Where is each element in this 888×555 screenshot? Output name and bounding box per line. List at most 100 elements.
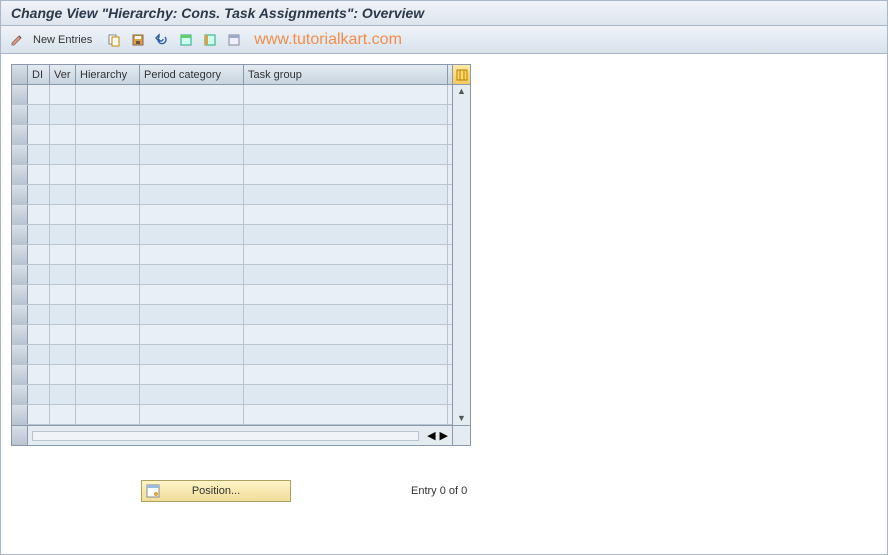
table-cell[interactable] xyxy=(244,345,448,364)
table-row[interactable] xyxy=(12,365,452,385)
table-cell[interactable] xyxy=(50,305,76,324)
table-cell[interactable] xyxy=(140,145,244,164)
row-selector[interactable] xyxy=(12,385,28,404)
position-button[interactable]: Position... xyxy=(141,480,291,502)
table-cell[interactable] xyxy=(140,125,244,144)
table-cell[interactable] xyxy=(50,85,76,104)
table-cell[interactable] xyxy=(244,385,448,404)
row-selector[interactable] xyxy=(12,305,28,324)
hscroll-track[interactable] xyxy=(32,431,419,441)
table-cell[interactable] xyxy=(50,345,76,364)
table-cell[interactable] xyxy=(140,385,244,404)
row-selector[interactable] xyxy=(12,225,28,244)
table-cell[interactable] xyxy=(76,385,140,404)
table-cell[interactable] xyxy=(50,285,76,304)
table-cell[interactable] xyxy=(244,305,448,324)
table-cell[interactable] xyxy=(244,325,448,344)
column-header[interactable]: Hierarchy xyxy=(76,65,140,84)
table-cell[interactable] xyxy=(76,325,140,344)
table-cell[interactable] xyxy=(76,305,140,324)
table-cell[interactable] xyxy=(76,105,140,124)
table-cell[interactable] xyxy=(28,365,50,384)
table-cell[interactable] xyxy=(50,185,76,204)
row-selector[interactable] xyxy=(12,285,28,304)
select-all-icon[interactable] xyxy=(176,30,196,50)
row-selector[interactable] xyxy=(12,325,28,344)
row-selector[interactable] xyxy=(12,105,28,124)
row-selector[interactable] xyxy=(12,165,28,184)
row-selector[interactable] xyxy=(12,125,28,144)
table-row[interactable] xyxy=(12,205,452,225)
table-cell[interactable] xyxy=(50,225,76,244)
table-row[interactable] xyxy=(12,165,452,185)
table-cell[interactable] xyxy=(76,205,140,224)
table-cell[interactable] xyxy=(50,385,76,404)
vertical-scrollbar[interactable]: ▲ ▼ xyxy=(452,85,470,425)
table-cell[interactable] xyxy=(76,145,140,164)
table-cell[interactable] xyxy=(76,345,140,364)
table-cell[interactable] xyxy=(28,325,50,344)
column-header[interactable]: Task group xyxy=(244,65,448,84)
table-cell[interactable] xyxy=(244,405,448,424)
table-cell[interactable] xyxy=(244,245,448,264)
table-cell[interactable] xyxy=(244,225,448,244)
table-row[interactable] xyxy=(12,245,452,265)
table-cell[interactable] xyxy=(244,205,448,224)
table-row[interactable] xyxy=(12,305,452,325)
table-cell[interactable] xyxy=(28,345,50,364)
table-cell[interactable] xyxy=(28,85,50,104)
table-cell[interactable] xyxy=(244,265,448,284)
table-cell[interactable] xyxy=(140,105,244,124)
table-row[interactable] xyxy=(12,265,452,285)
column-header[interactable]: Ver xyxy=(50,65,76,84)
table-cell[interactable] xyxy=(140,405,244,424)
save-icon[interactable] xyxy=(128,30,148,50)
table-cell[interactable] xyxy=(76,185,140,204)
table-row[interactable] xyxy=(12,285,452,305)
table-row[interactable] xyxy=(12,85,452,105)
row-selector[interactable] xyxy=(12,205,28,224)
row-selector[interactable] xyxy=(12,365,28,384)
table-cell[interactable] xyxy=(140,285,244,304)
scroll-right-icon[interactable]: ▶ xyxy=(440,429,448,442)
row-selector[interactable] xyxy=(12,245,28,264)
table-cell[interactable] xyxy=(50,325,76,344)
table-row[interactable] xyxy=(12,405,452,425)
table-row[interactable] xyxy=(12,225,452,245)
table-cell[interactable] xyxy=(28,265,50,284)
table-cell[interactable] xyxy=(76,365,140,384)
row-selector[interactable] xyxy=(12,85,28,104)
table-cell[interactable] xyxy=(28,405,50,424)
table-cell[interactable] xyxy=(28,245,50,264)
table-cell[interactable] xyxy=(76,165,140,184)
table-cell[interactable] xyxy=(50,125,76,144)
table-cell[interactable] xyxy=(28,105,50,124)
table-cell[interactable] xyxy=(244,285,448,304)
table-cell[interactable] xyxy=(28,285,50,304)
table-cell[interactable] xyxy=(244,145,448,164)
table-row[interactable] xyxy=(12,325,452,345)
table-row[interactable] xyxy=(12,105,452,125)
table-cell[interactable] xyxy=(50,405,76,424)
scroll-down-icon[interactable]: ▼ xyxy=(457,414,466,423)
row-selector[interactable] xyxy=(12,185,28,204)
table-cell[interactable] xyxy=(140,265,244,284)
table-cell[interactable] xyxy=(76,125,140,144)
table-cell[interactable] xyxy=(140,305,244,324)
deselect-icon[interactable] xyxy=(224,30,244,50)
table-cell[interactable] xyxy=(140,345,244,364)
table-cell[interactable] xyxy=(140,85,244,104)
table-cell[interactable] xyxy=(28,125,50,144)
new-entries-button[interactable]: New Entries xyxy=(31,30,100,50)
scroll-left-icon[interactable]: ◀ xyxy=(427,429,435,442)
copy-icon[interactable] xyxy=(104,30,124,50)
table-cell[interactable] xyxy=(140,325,244,344)
table-cell[interactable] xyxy=(140,225,244,244)
table-cell[interactable] xyxy=(140,365,244,384)
selector-header[interactable] xyxy=(12,65,28,84)
scroll-up-icon[interactable]: ▲ xyxy=(457,87,466,96)
table-cell[interactable] xyxy=(28,225,50,244)
table-cell[interactable] xyxy=(76,285,140,304)
undo-icon[interactable] xyxy=(152,30,172,50)
table-cell[interactable] xyxy=(140,165,244,184)
